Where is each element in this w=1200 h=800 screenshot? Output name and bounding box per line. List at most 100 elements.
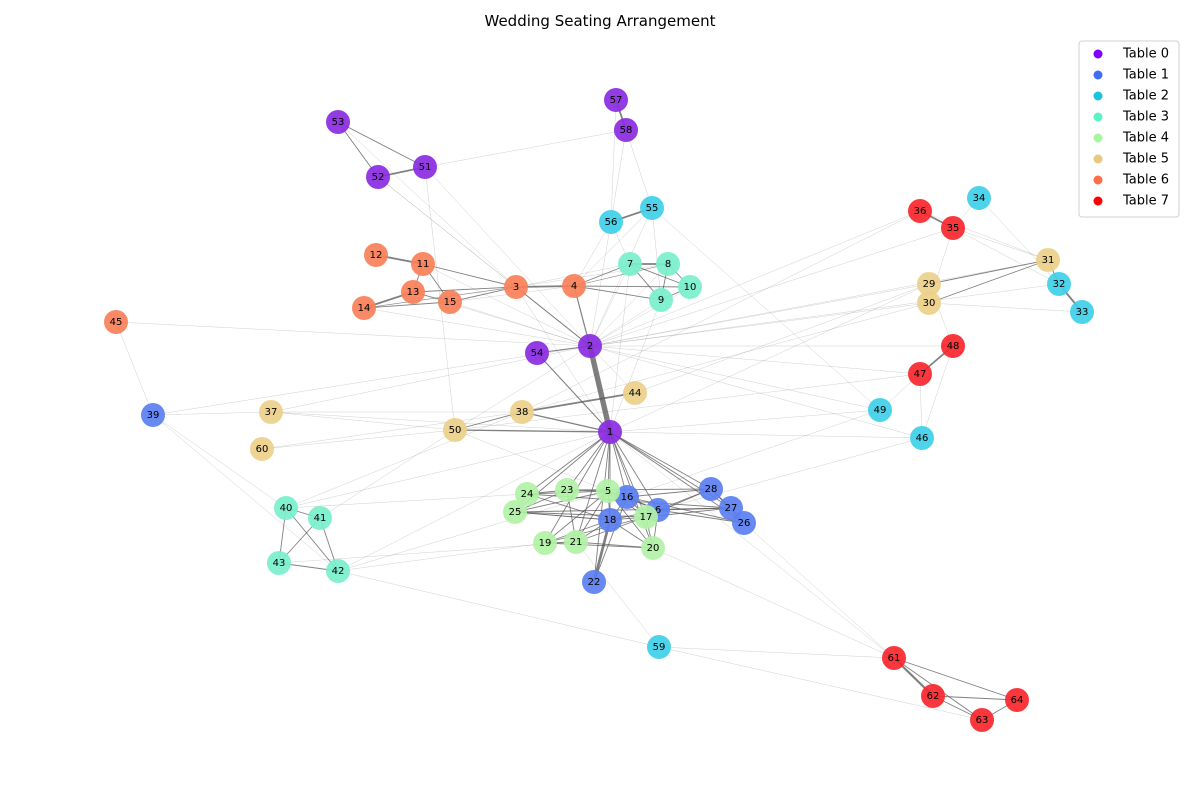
guest-node: 32 bbox=[1047, 272, 1071, 296]
guest-node-label: 39 bbox=[147, 410, 160, 421]
guest-node: 11 bbox=[411, 252, 435, 276]
guest-node: 17 bbox=[634, 505, 658, 529]
guest-node-label: 55 bbox=[646, 203, 659, 214]
legend-label: Table 7 bbox=[1122, 194, 1169, 209]
guest-node-label: 22 bbox=[588, 577, 601, 588]
guest-node-label: 63 bbox=[976, 715, 989, 726]
relationship-edge bbox=[928, 302, 1083, 313]
guest-node-circle bbox=[411, 252, 435, 276]
guest-node-circle bbox=[967, 186, 991, 210]
guest-node-circle bbox=[656, 252, 680, 276]
guest-node-circle bbox=[562, 274, 586, 298]
guest-node: 42 bbox=[326, 559, 350, 583]
guest-node: 35 bbox=[941, 216, 965, 240]
relationship-edge bbox=[573, 221, 612, 287]
guest-node-label: 27 bbox=[725, 503, 738, 514]
guest-node-circle bbox=[503, 500, 527, 524]
guest-node-circle bbox=[364, 243, 388, 267]
guest-node: 20 bbox=[641, 536, 665, 560]
guest-node-circle bbox=[640, 196, 664, 220]
relationship-edge bbox=[515, 263, 669, 288]
guest-node: 54 bbox=[525, 341, 549, 365]
legend-label: Table 3 bbox=[1122, 110, 1169, 125]
relationship-edge bbox=[919, 210, 1049, 261]
relationship-edge bbox=[928, 259, 1049, 304]
relationship-edge bbox=[152, 414, 339, 572]
guest-node-label: 31 bbox=[1042, 255, 1055, 266]
guest-node: 38 bbox=[510, 400, 534, 424]
guest-nodes: 1251525354575861618222627283932333446495… bbox=[104, 88, 1094, 732]
relationship-edge bbox=[589, 345, 923, 439]
guest-node-circle bbox=[970, 708, 994, 732]
relationship-edge bbox=[377, 176, 591, 347]
guest-node-circle bbox=[366, 165, 390, 189]
guest-node-label: 3 bbox=[513, 282, 519, 293]
guest-node-circle bbox=[604, 88, 628, 112]
guest-node-label: 61 bbox=[888, 653, 901, 664]
guest-node-circle bbox=[614, 118, 638, 142]
guest-node: 1 bbox=[598, 420, 622, 444]
guest-node: 57 bbox=[604, 88, 628, 112]
guest-node-circle bbox=[250, 437, 274, 461]
relationship-edge bbox=[609, 431, 895, 659]
relationship-edge bbox=[337, 121, 426, 168]
guest-node-circle bbox=[504, 275, 528, 299]
guest-node: 12 bbox=[364, 243, 388, 267]
relationship-edge bbox=[625, 129, 653, 209]
guest-node-label: 49 bbox=[874, 405, 887, 416]
relationship-edge bbox=[521, 302, 930, 413]
guest-node: 25 bbox=[503, 500, 527, 524]
relationship-edge bbox=[589, 227, 954, 347]
relationship-edge bbox=[152, 411, 272, 416]
relationship-edge bbox=[609, 283, 930, 433]
guest-node-label: 6 bbox=[655, 505, 661, 516]
relationship-edge bbox=[589, 345, 921, 375]
guest-node-label: 12 bbox=[370, 250, 383, 261]
guest-node-circle bbox=[598, 420, 622, 444]
relationship-edge bbox=[521, 210, 921, 413]
relationship-edge bbox=[587, 343, 613, 435]
guest-node-circle bbox=[647, 635, 671, 659]
relationship-edge bbox=[337, 121, 517, 288]
guest-node-label: 18 bbox=[604, 515, 617, 526]
relationship-edge bbox=[609, 409, 881, 433]
guest-node-label: 37 bbox=[265, 407, 278, 418]
relationship-edge bbox=[626, 409, 881, 498]
guest-node-label: 53 bbox=[332, 117, 345, 128]
guest-node: 58 bbox=[614, 118, 638, 142]
guest-node: 9 bbox=[649, 288, 673, 312]
guest-node-circle bbox=[515, 482, 539, 506]
legend-label: Table 4 bbox=[1122, 131, 1169, 146]
guest-node-label: 62 bbox=[927, 691, 940, 702]
guest-node: 59 bbox=[647, 635, 671, 659]
guest-node-label: 29 bbox=[923, 279, 936, 290]
guest-node: 49 bbox=[868, 398, 892, 422]
relationship-edge bbox=[589, 263, 669, 347]
guest-node-label: 60 bbox=[256, 444, 269, 455]
legend-marker bbox=[1093, 112, 1103, 122]
relationship-edge bbox=[589, 283, 1060, 347]
relationship-edge bbox=[515, 286, 611, 433]
guest-node: 34 bbox=[967, 186, 991, 210]
relationship-edge bbox=[363, 307, 591, 347]
guest-node: 45 bbox=[104, 310, 128, 334]
guest-node-circle bbox=[941, 334, 965, 358]
relationship-edge bbox=[952, 227, 1049, 261]
relationship-edge bbox=[609, 263, 631, 433]
guest-node: 16 bbox=[615, 485, 639, 509]
guest-node: 40 bbox=[274, 496, 298, 520]
relationship-edge bbox=[657, 509, 745, 524]
guest-node: 39 bbox=[141, 403, 165, 427]
guest-node-label: 24 bbox=[521, 489, 534, 500]
guest-node-label: 15 bbox=[444, 297, 457, 308]
guest-node-circle bbox=[649, 288, 673, 312]
relationship-edge bbox=[566, 488, 712, 491]
guest-node-circle bbox=[104, 310, 128, 334]
guest-node-label: 36 bbox=[914, 206, 927, 217]
guest-node-circle bbox=[921, 684, 945, 708]
guest-node-label: 42 bbox=[332, 566, 345, 577]
legend-label: Table 5 bbox=[1122, 152, 1169, 167]
guest-node-label: 45 bbox=[110, 317, 123, 328]
guest-node-circle bbox=[141, 403, 165, 427]
guest-node: 3 bbox=[504, 275, 528, 299]
